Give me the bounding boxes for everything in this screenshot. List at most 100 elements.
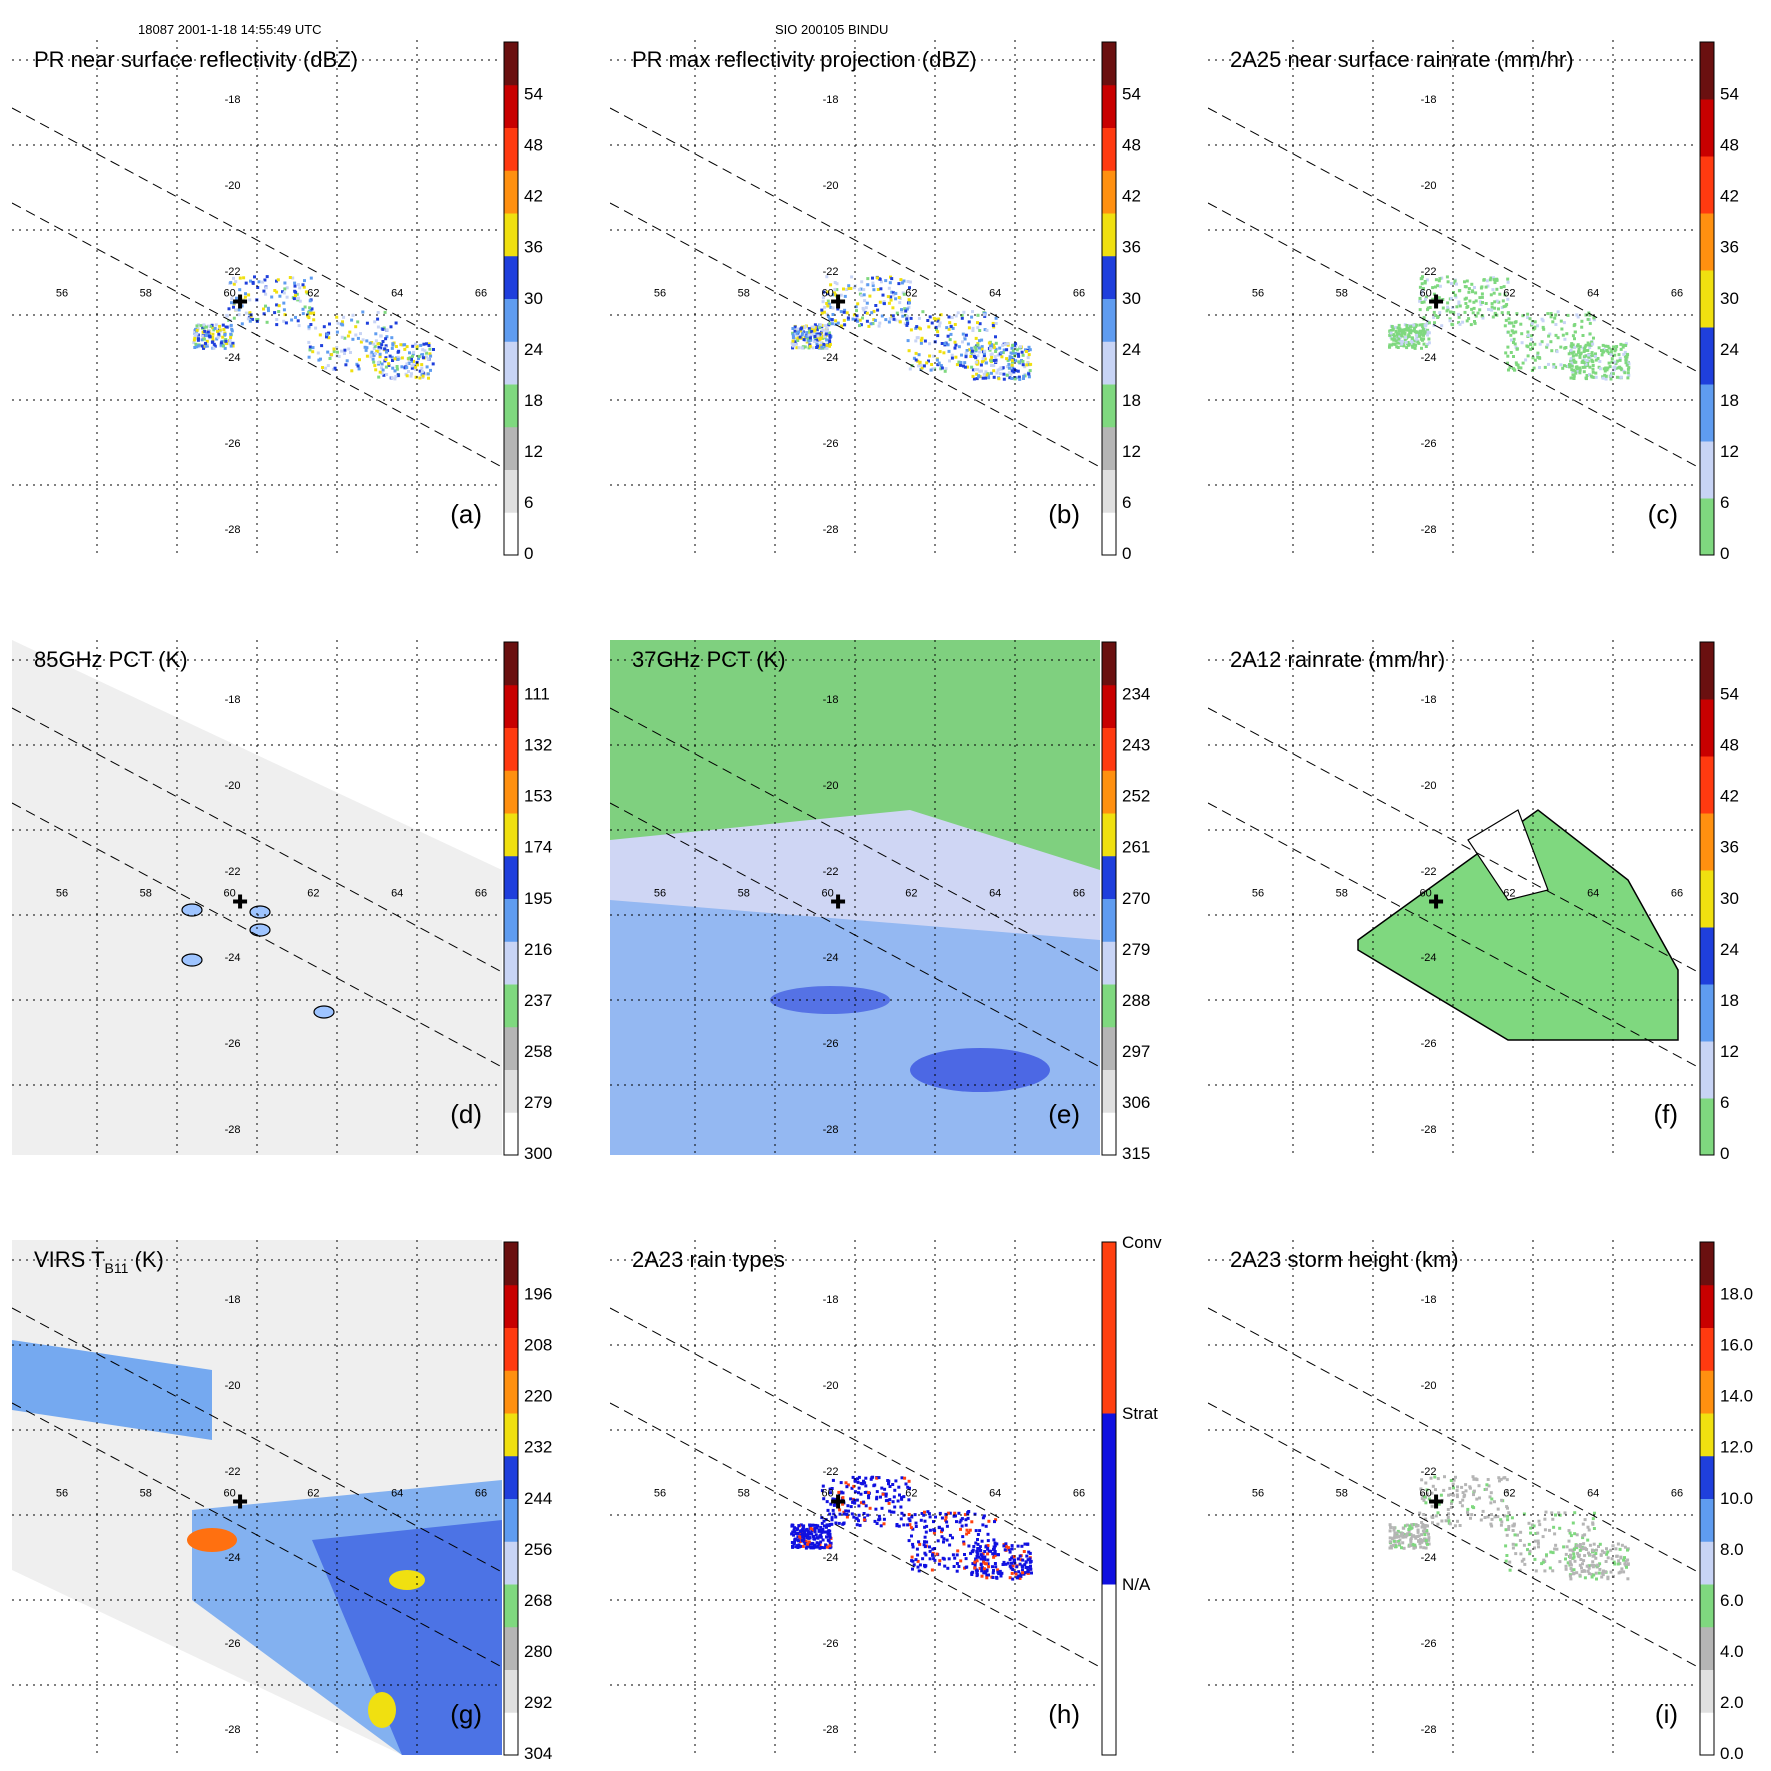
data-pixel [1582, 1569, 1586, 1573]
data-pixel [979, 363, 983, 367]
data-pixel [221, 323, 225, 327]
data-pixel [1454, 1475, 1457, 1479]
lat-label: -22 [1421, 866, 1437, 878]
data-pixel [383, 347, 387, 351]
data-pixel [872, 309, 876, 313]
data-pixel [1519, 1530, 1523, 1534]
data-pixel [1594, 358, 1598, 362]
data-pixel [1026, 1571, 1030, 1575]
data-pixel [971, 310, 974, 314]
data-pixel [825, 343, 829, 347]
data-pixel [1019, 1574, 1023, 1578]
data-pixel [881, 293, 885, 297]
data-pixel [376, 361, 380, 364]
data-pixel [831, 1478, 835, 1482]
colorbar-segment [1700, 1584, 1714, 1628]
panel-title: 85GHz PCT (K) [34, 647, 188, 672]
data-pixel [922, 1543, 926, 1547]
panel-label: (d) [450, 1099, 482, 1129]
data-pixel [1586, 364, 1590, 368]
data-pixel [872, 288, 876, 292]
data-pixel [1548, 332, 1552, 336]
data-pixel [875, 1522, 879, 1525]
data-pixel [1504, 1544, 1508, 1548]
data-pixel [864, 1504, 868, 1508]
data-pixel [875, 1476, 879, 1480]
data-pixel [824, 332, 828, 336]
data-pixel [1617, 1559, 1621, 1563]
data-pixel [1014, 359, 1018, 363]
data-pixel [1472, 1477, 1476, 1481]
data-pixel [823, 334, 827, 338]
data-pixel [1536, 1539, 1540, 1543]
data-pixel [795, 1544, 799, 1548]
data-pixel [989, 1549, 993, 1553]
data-pixel [959, 1559, 963, 1563]
rain-contour [313, 1005, 335, 1019]
data-pixel [907, 1513, 911, 1516]
data-pixel [277, 310, 281, 313]
data-pixel [1588, 343, 1592, 347]
data-pixel [919, 363, 923, 367]
data-pixel [1537, 1545, 1540, 1549]
colorbar-tick-label: 244 [524, 1489, 552, 1508]
data-pixel [950, 316, 954, 320]
data-pixel [920, 366, 924, 370]
data-pixel [1623, 350, 1627, 354]
colorbar-tick-label: 10.0 [1720, 1489, 1753, 1508]
data-pixel [796, 327, 800, 331]
data-pixel [1569, 1534, 1573, 1538]
data-pixel [1526, 1548, 1529, 1552]
data-pixel [907, 1517, 911, 1521]
colorbar-tick-label: 280 [524, 1642, 552, 1661]
data-pixel [859, 287, 863, 291]
data-pixel [989, 359, 993, 363]
data-pixel [1609, 353, 1613, 357]
data-pixel [998, 1569, 1002, 1573]
data-pixel [1627, 373, 1631, 377]
data-pixel [200, 344, 204, 348]
data-pixel [1489, 276, 1493, 280]
lon-label: 58 [738, 288, 750, 300]
data-pixel [359, 332, 362, 336]
colorbar-segment [1102, 642, 1116, 686]
data-pixel [1474, 299, 1478, 303]
data-pixel [1424, 1481, 1428, 1485]
data-pixel [1400, 334, 1404, 337]
data-pixel [1024, 1566, 1028, 1569]
colorbar-segment [1700, 1242, 1714, 1286]
data-pixel [335, 346, 339, 349]
data-pixel [275, 318, 279, 321]
panel-label: (b) [1048, 499, 1080, 529]
data-pixel [978, 369, 982, 373]
data-pixel [1450, 282, 1453, 285]
data-pixel [1017, 1570, 1021, 1574]
data-pixel [1578, 1543, 1582, 1546]
data-pixel [981, 1516, 985, 1520]
data-pixel [1581, 346, 1585, 350]
storm-center-cross-icon [831, 294, 846, 309]
data-pixel [380, 362, 384, 366]
data-pixel [215, 337, 219, 341]
data-pixel [298, 299, 302, 303]
data-pixel [891, 1483, 895, 1486]
colorbar-tick-label: 174 [524, 838, 552, 857]
data-pixel [1505, 1533, 1509, 1537]
data-pixel [1397, 1542, 1401, 1546]
data-pixel [1626, 1548, 1629, 1552]
data-pixel [947, 349, 951, 353]
data-pixel [1012, 367, 1016, 371]
data-pixel [238, 288, 242, 292]
data-pixel [207, 334, 211, 338]
data-pixel [1485, 279, 1489, 283]
data-pixel [314, 326, 318, 330]
data-pixel [1531, 356, 1535, 360]
colorbar-segment [504, 341, 518, 385]
data-pixel [1599, 1553, 1603, 1557]
data-pixel [816, 334, 820, 338]
data-pixel [1604, 377, 1608, 381]
data-pixel [825, 1535, 828, 1539]
data-pixel [793, 329, 797, 333]
data-pixel [1600, 353, 1604, 357]
